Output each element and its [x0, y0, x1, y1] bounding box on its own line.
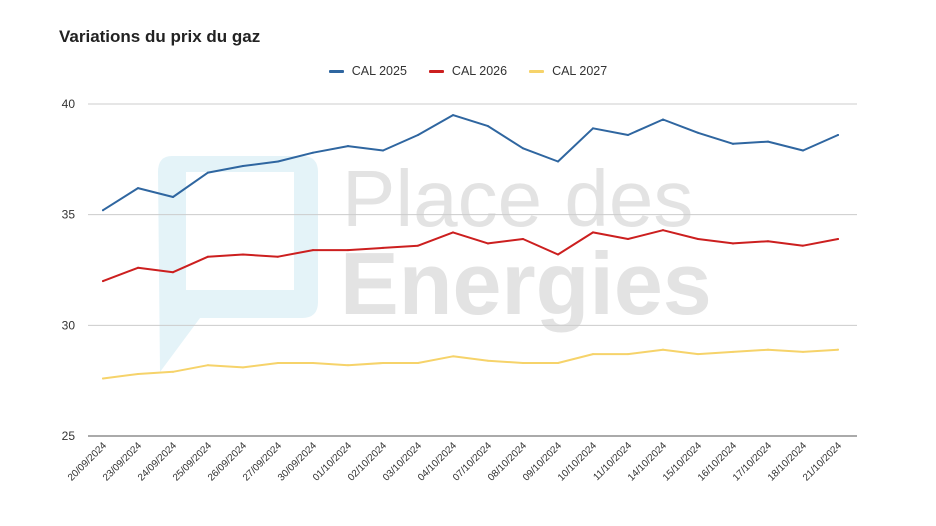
- data-point-cal-2026: [347, 249, 349, 252]
- data-point-cal-2027: [802, 350, 804, 353]
- data-point-cal-2025: [487, 125, 489, 128]
- data-point-cal-2026: [242, 253, 244, 256]
- watermark: Place des Energies: [158, 154, 712, 372]
- data-point-cal-2026: [382, 246, 384, 249]
- data-point-cal-2026: [102, 280, 104, 283]
- watermark-text-line2: Energies: [340, 234, 712, 333]
- data-point-cal-2027: [347, 364, 349, 367]
- data-point-cal-2027: [452, 355, 454, 358]
- data-point-cal-2027: [557, 361, 559, 364]
- data-point-cal-2026: [697, 238, 699, 241]
- data-point-cal-2027: [207, 364, 209, 367]
- watermark-logo: [158, 156, 318, 372]
- data-point-cal-2025: [242, 164, 244, 167]
- data-point-cal-2025: [522, 147, 524, 150]
- legend-label-cal-2025: CAL 2025: [351, 64, 407, 78]
- data-point-cal-2025: [802, 149, 804, 152]
- legend-swatch-cal-2025: [328, 69, 344, 73]
- data-point-cal-2025: [207, 171, 209, 174]
- data-point-cal-2025: [102, 209, 104, 212]
- data-point-cal-2026: [417, 244, 419, 247]
- data-point-cal-2026: [802, 244, 804, 247]
- data-point-cal-2026: [592, 231, 594, 234]
- data-point-cal-2027: [382, 361, 384, 364]
- y-tick-label: 40: [62, 97, 76, 111]
- data-point-cal-2027: [732, 350, 734, 353]
- data-point-cal-2025: [557, 160, 559, 163]
- data-point-cal-2027: [172, 370, 174, 373]
- data-point-cal-2026: [452, 231, 454, 234]
- data-point-cal-2027: [137, 373, 139, 376]
- data-point-cal-2025: [277, 160, 279, 163]
- data-point-cal-2025: [172, 195, 174, 198]
- legend: CAL 2025 CAL 2026 CAL 2027: [0, 64, 936, 78]
- legend-label-cal-2026: CAL 2026: [451, 64, 508, 78]
- data-point-cal-2027: [767, 348, 769, 351]
- data-point-cal-2027: [277, 361, 279, 364]
- data-point-cal-2025: [382, 149, 384, 152]
- data-point-cal-2025: [732, 142, 734, 145]
- data-point-cal-2025: [837, 133, 839, 136]
- data-point-cal-2025: [627, 133, 629, 136]
- data-point-cal-2027: [697, 353, 699, 356]
- y-tick-label: 30: [62, 318, 76, 332]
- data-point-cal-2027: [662, 348, 664, 351]
- data-point-cal-2026: [627, 238, 629, 241]
- data-point-cal-2026: [487, 242, 489, 245]
- data-point-cal-2026: [767, 240, 769, 243]
- y-tick-label: 25: [62, 429, 76, 443]
- series-line-cal-2027: [102, 348, 839, 380]
- data-point-cal-2027: [242, 366, 244, 369]
- data-point-cal-2027: [627, 353, 629, 356]
- data-point-cal-2025: [417, 133, 419, 136]
- legend-item-cal-2027[interactable]: CAL 2027: [529, 64, 607, 78]
- y-tick-label: 35: [62, 208, 76, 222]
- legend-item-cal-2026[interactable]: CAL 2026: [428, 64, 508, 78]
- data-point-cal-2026: [837, 238, 839, 241]
- legend-item-cal-2025[interactable]: CAL 2025: [328, 64, 407, 78]
- legend-swatch-cal-2027: [529, 69, 545, 73]
- data-point-cal-2027: [102, 377, 104, 380]
- data-point-cal-2025: [767, 140, 769, 143]
- data-point-cal-2026: [732, 242, 734, 245]
- grid: [88, 103, 857, 437]
- data-point-cal-2025: [662, 118, 664, 121]
- series-lines: [102, 114, 839, 380]
- series-line-cal-2025: [102, 114, 839, 212]
- data-point-cal-2026: [277, 255, 279, 258]
- data-point-cal-2025: [697, 131, 699, 134]
- data-point-cal-2026: [137, 266, 139, 269]
- data-point-cal-2026: [557, 253, 559, 256]
- data-point-cal-2026: [522, 238, 524, 241]
- chart-title: Variations du prix du gaz: [59, 27, 261, 46]
- data-point-cal-2027: [417, 361, 419, 364]
- data-point-cal-2025: [137, 187, 139, 190]
- data-point-cal-2027: [592, 353, 594, 356]
- y-axis-ticks: 25 30 35 40: [62, 97, 76, 443]
- data-point-cal-2027: [312, 361, 314, 364]
- data-point-cal-2025: [312, 151, 314, 154]
- legend-swatch-cal-2026: [428, 69, 444, 73]
- data-point-cal-2025: [592, 127, 594, 130]
- data-point-cal-2026: [312, 249, 314, 252]
- data-point-cal-2026: [172, 271, 174, 274]
- data-point-cal-2026: [207, 255, 209, 258]
- data-point-cal-2027: [487, 359, 489, 362]
- watermark-text-line1: Place des: [342, 154, 693, 243]
- x-axis-ticks: 20/09/202423/09/202424/09/202425/09/2024…: [66, 440, 844, 483]
- legend-label-cal-2027: CAL 2027: [552, 64, 608, 78]
- data-point-cal-2025: [452, 114, 454, 117]
- data-point-cal-2027: [837, 348, 839, 351]
- data-point-cal-2027: [522, 361, 524, 364]
- data-point-cal-2026: [662, 229, 664, 232]
- series-line-cal-2026: [102, 229, 839, 283]
- data-point-cal-2025: [347, 145, 349, 148]
